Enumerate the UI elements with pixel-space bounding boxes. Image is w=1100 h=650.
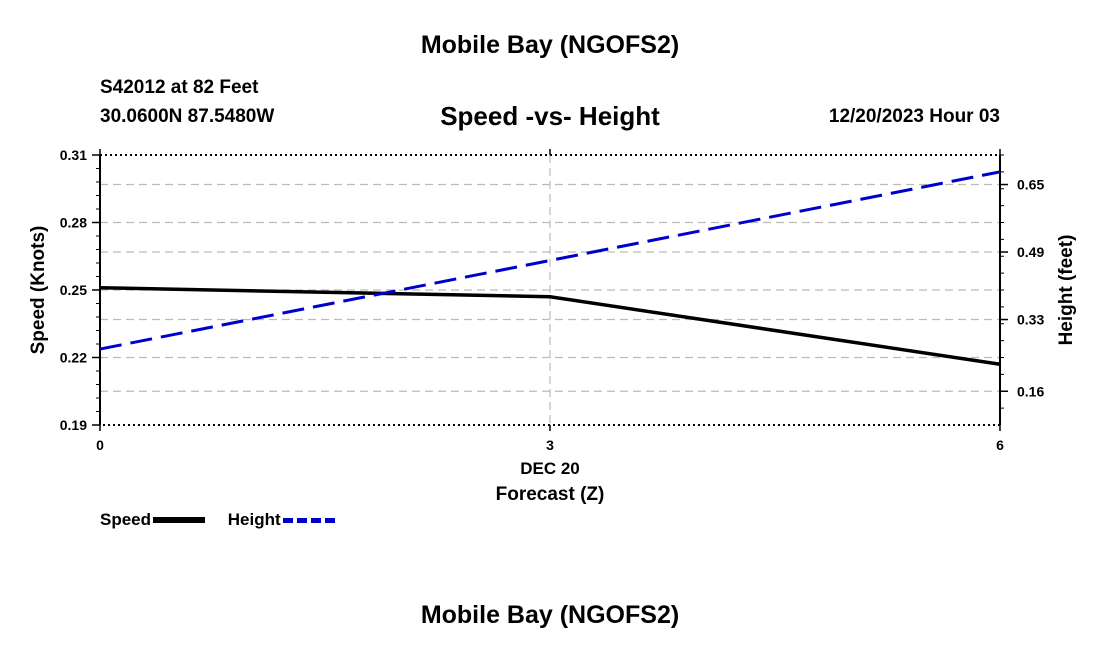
- legend-swatch-speed: [153, 517, 206, 524]
- legend-item-speed: Speed: [100, 509, 206, 530]
- axis-labels: 0.31 0.28 0.25 0.22 0.19 0.65 0.49 0.33 0.16 0 3 6 D…: [28, 147, 1077, 505]
- x-tick-label: 0: [96, 437, 104, 453]
- x-tick-label: 3: [546, 437, 554, 453]
- station-label: S42012 at 82 Feet: [100, 77, 259, 98]
- y-tick-label-left: 0.28: [60, 215, 87, 231]
- legend-label-height: Height: [227, 509, 281, 529]
- x-tick-label: 6: [996, 437, 1004, 453]
- legend-label-speed: Speed: [100, 509, 152, 529]
- x-axis-title: Forecast (Z): [496, 484, 605, 505]
- legend-swatch-height: [282, 517, 335, 523]
- station-coordinates: 30.0600N 87.5480W: [100, 106, 275, 127]
- legend-item-height: Height: [228, 510, 335, 530]
- series-layer: [99, 170, 1001, 366]
- y-tick-label-left: 0.31: [60, 147, 87, 163]
- x-sublabel: DEC 20: [520, 459, 580, 478]
- y-axis-title-left: Speed (Knots): [28, 226, 49, 355]
- series-line-height: [99, 170, 1001, 351]
- bottom-title: Mobile Bay (NGOFS2): [420, 601, 680, 629]
- top-title: Mobile Bay (NGOFS2): [420, 31, 680, 59]
- y-tick-label-right: 0.33: [1017, 312, 1044, 328]
- axis-ticks: [92, 149, 1008, 431]
- y-tick-label-left: 0.25: [60, 282, 87, 298]
- y-tick-label-left: 0.19: [60, 417, 87, 433]
- y-tick-label-right: 0.49: [1017, 244, 1044, 260]
- y-tick-label-right: 0.16: [1017, 383, 1044, 399]
- y-tick-label-right: 0.65: [1017, 177, 1044, 193]
- y-axis-title-right: Height (feet): [1056, 235, 1077, 346]
- series-line-speed: [99, 286, 1001, 366]
- legend: Speed Height: [100, 509, 353, 530]
- forecast-datetime: 12/20/2023 Hour 03: [828, 106, 1000, 127]
- chart-title: Speed -vs- Height: [440, 101, 660, 131]
- y-tick-label-left: 0.22: [60, 350, 87, 366]
